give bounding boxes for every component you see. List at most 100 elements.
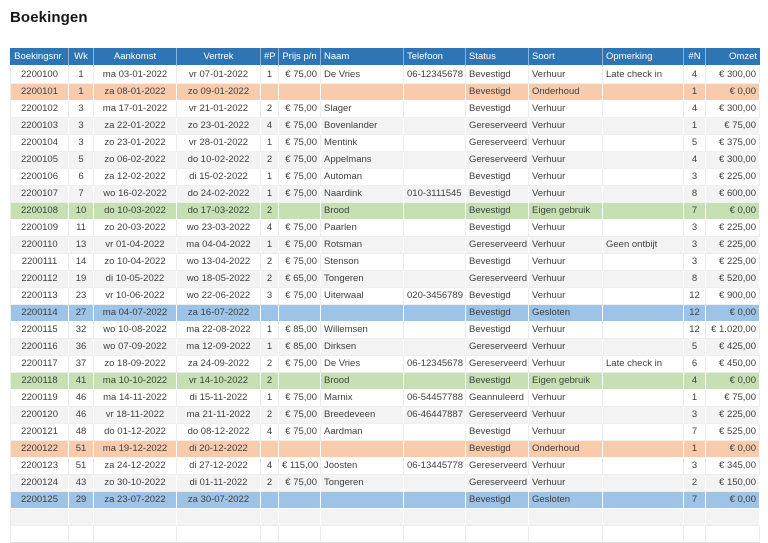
cell-aankomst[interactable]: do 01-12-2022 bbox=[94, 424, 177, 441]
cell-omzet[interactable]: € 450,00 bbox=[706, 356, 760, 373]
cell-p[interactable]: 2 bbox=[261, 203, 279, 220]
cell-omzet[interactable]: € 0,00 bbox=[706, 203, 760, 220]
cell-naam[interactable]: Bovenlander bbox=[321, 118, 404, 135]
cell-naam[interactable] bbox=[321, 305, 404, 322]
cell-vertrek[interactable]: wo 23-03-2022 bbox=[177, 220, 261, 237]
cell-vertrek[interactable]: vr 21-01-2022 bbox=[177, 101, 261, 118]
cell-vertrek[interactable]: di 15-11-2022 bbox=[177, 390, 261, 407]
cell-telefoon[interactable] bbox=[404, 322, 466, 339]
cell-telefoon[interactable] bbox=[404, 339, 466, 356]
cell-wk[interactable]: 37 bbox=[69, 356, 94, 373]
cell-p[interactable]: 1 bbox=[261, 237, 279, 254]
cell-prijs-pn[interactable]: € 75,00 bbox=[279, 169, 321, 186]
cell-boekingsnr[interactable]: 2200118 bbox=[10, 373, 69, 390]
cell-wk[interactable]: 27 bbox=[69, 305, 94, 322]
cell-naam[interactable]: Appelmans bbox=[321, 152, 404, 169]
cell-naam[interactable]: Slager bbox=[321, 101, 404, 118]
cell-vertrek[interactable]: wo 13-04-2022 bbox=[177, 254, 261, 271]
cell-wk[interactable]: 5 bbox=[69, 152, 94, 169]
cell-boekingsnr[interactable]: 2200116 bbox=[10, 339, 69, 356]
cell-aankomst[interactable]: zo 06-02-2022 bbox=[94, 152, 177, 169]
cell-soort[interactable]: Verhuur bbox=[529, 67, 603, 84]
cell-soort[interactable]: Verhuur bbox=[529, 254, 603, 271]
cell-status[interactable]: Gereserveerd bbox=[466, 152, 529, 169]
cell-wk[interactable]: 36 bbox=[69, 339, 94, 356]
cell-p[interactable] bbox=[261, 305, 279, 322]
cell-n[interactable]: 5 bbox=[684, 135, 706, 152]
cell-prijs-pn[interactable] bbox=[279, 492, 321, 509]
cell-prijs-pn[interactable]: € 75,00 bbox=[279, 152, 321, 169]
cell-boekingsnr[interactable]: 2200121 bbox=[10, 424, 69, 441]
cell-telefoon[interactable] bbox=[404, 271, 466, 288]
cell-aankomst[interactable] bbox=[94, 526, 177, 543]
cell-n[interactable]: 3 bbox=[684, 220, 706, 237]
cell-soort[interactable]: Verhuur bbox=[529, 186, 603, 203]
cell-status[interactable]: Bevestigd bbox=[466, 254, 529, 271]
cell-vertrek[interactable]: di 15-02-2022 bbox=[177, 169, 261, 186]
cell-naam[interactable]: Brood bbox=[321, 203, 404, 220]
cell-opmerking[interactable] bbox=[603, 424, 684, 441]
cell-boekingsnr[interactable]: 2200110 bbox=[10, 237, 69, 254]
cell-soort[interactable]: Eigen gebruik bbox=[529, 373, 603, 390]
cell-boekingsnr[interactable]: 2200123 bbox=[10, 458, 69, 475]
cell-soort[interactable]: Verhuur bbox=[529, 135, 603, 152]
cell-wk[interactable]: 13 bbox=[69, 237, 94, 254]
cell-n[interactable]: 3 bbox=[684, 237, 706, 254]
cell-status[interactable]: Gereserveerd bbox=[466, 135, 529, 152]
cell-omzet[interactable]: € 300,00 bbox=[706, 152, 760, 169]
cell-naam[interactable]: Joosten bbox=[321, 458, 404, 475]
cell-soort[interactable]: Verhuur bbox=[529, 356, 603, 373]
cell-omzet[interactable]: € 75,00 bbox=[706, 118, 760, 135]
cell-opmerking[interactable]: Late check in bbox=[603, 67, 684, 84]
cell-aankomst[interactable]: za 08-01-2022 bbox=[94, 84, 177, 101]
cell-aankomst[interactable]: vr 01-04-2022 bbox=[94, 237, 177, 254]
cell-telefoon[interactable]: 06-12345678 bbox=[404, 356, 466, 373]
cell-aankomst[interactable]: ma 10-10-2022 bbox=[94, 373, 177, 390]
cell-omzet[interactable]: € 225,00 bbox=[706, 169, 760, 186]
column-header-telefoon[interactable]: Telefoon bbox=[404, 48, 466, 67]
cell-naam[interactable]: Marnix bbox=[321, 390, 404, 407]
cell-status[interactable]: Bevestigd bbox=[466, 203, 529, 220]
cell-opmerking[interactable] bbox=[603, 186, 684, 203]
cell-soort[interactable]: Verhuur bbox=[529, 101, 603, 118]
cell-omzet[interactable]: € 0,00 bbox=[706, 84, 760, 101]
cell-soort[interactable]: Verhuur bbox=[529, 475, 603, 492]
cell-soort[interactable]: Verhuur bbox=[529, 271, 603, 288]
cell-boekingsnr[interactable]: 2200109 bbox=[10, 220, 69, 237]
cell-p[interactable]: 2 bbox=[261, 271, 279, 288]
cell-n[interactable]: 1 bbox=[684, 390, 706, 407]
cell-soort[interactable]: Verhuur bbox=[529, 390, 603, 407]
cell-omzet[interactable]: € 0,00 bbox=[706, 492, 760, 509]
cell-wk[interactable]: 3 bbox=[69, 135, 94, 152]
cell-naam[interactable]: De Vries bbox=[321, 356, 404, 373]
cell-wk[interactable]: 1 bbox=[69, 84, 94, 101]
cell-soort[interactable]: Verhuur bbox=[529, 152, 603, 169]
cell-opmerking[interactable] bbox=[603, 526, 684, 543]
cell-vertrek[interactable]: za 24-09-2022 bbox=[177, 356, 261, 373]
cell-telefoon[interactable] bbox=[404, 373, 466, 390]
cell-n[interactable]: 3 bbox=[684, 458, 706, 475]
cell-opmerking[interactable] bbox=[603, 84, 684, 101]
cell-telefoon[interactable]: 020-3456789 bbox=[404, 288, 466, 305]
cell-n[interactable]: 3 bbox=[684, 407, 706, 424]
cell-n[interactable]: 7 bbox=[684, 492, 706, 509]
cell-omzet[interactable]: € 150,00 bbox=[706, 475, 760, 492]
cell-prijs-pn[interactable] bbox=[279, 509, 321, 526]
cell-telefoon[interactable] bbox=[404, 237, 466, 254]
cell-status[interactable]: Bevestigd bbox=[466, 101, 529, 118]
cell-soort[interactable]: Eigen gebruik bbox=[529, 203, 603, 220]
cell-vertrek[interactable]: ma 12-09-2022 bbox=[177, 339, 261, 356]
cell-aankomst[interactable]: za 12-02-2022 bbox=[94, 169, 177, 186]
cell-soort[interactable]: Verhuur bbox=[529, 169, 603, 186]
cell-status[interactable]: Gereserveerd bbox=[466, 356, 529, 373]
cell-p[interactable] bbox=[261, 492, 279, 509]
cell-n[interactable]: 8 bbox=[684, 186, 706, 203]
cell-n[interactable] bbox=[684, 526, 706, 543]
cell-vertrek[interactable]: za 16-07-2022 bbox=[177, 305, 261, 322]
cell-soort[interactable]: Verhuur bbox=[529, 118, 603, 135]
cell-opmerking[interactable] bbox=[603, 118, 684, 135]
cell-p[interactable]: 1 bbox=[261, 186, 279, 203]
cell-telefoon[interactable]: 06-46447887 bbox=[404, 407, 466, 424]
cell-status[interactable]: Bevestigd bbox=[466, 373, 529, 390]
cell-aankomst[interactable]: ma 17-01-2022 bbox=[94, 101, 177, 118]
